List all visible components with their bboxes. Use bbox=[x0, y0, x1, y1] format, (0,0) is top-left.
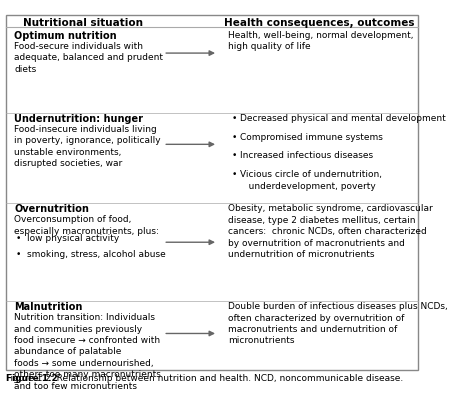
FancyBboxPatch shape bbox=[6, 15, 418, 370]
Text: Nutritional situation: Nutritional situation bbox=[23, 18, 143, 28]
Text: •: • bbox=[16, 250, 21, 259]
Text: Food-secure individuals with
adequate, balanced and prudent
diets: Food-secure individuals with adequate, b… bbox=[14, 42, 163, 73]
Text: •: • bbox=[232, 151, 237, 160]
Text: Figure 1.2: Figure 1.2 bbox=[6, 374, 57, 383]
Text: Undernutrition: hunger: Undernutrition: hunger bbox=[14, 114, 143, 124]
Text: Obesity, metabolic syndrome, cardiovascular
disease, type 2 diabetes mellitus, c: Obesity, metabolic syndrome, cardiovascu… bbox=[228, 204, 433, 259]
Text: Compromised immune systems: Compromised immune systems bbox=[240, 133, 383, 142]
Text: •: • bbox=[232, 114, 237, 123]
Text: Overnutrition: Overnutrition bbox=[14, 204, 89, 214]
Text: Double burden of infectious diseases plus NCDs,
often characterized by overnutri: Double burden of infectious diseases plu… bbox=[228, 302, 448, 346]
Text: Vicious circle of undernutrition,
   underdevelopment, poverty: Vicious circle of undernutrition, underd… bbox=[240, 170, 382, 191]
Text: Optimum nutrition: Optimum nutrition bbox=[14, 31, 117, 41]
Text: Health, well-being, normal development,
high quality of life: Health, well-being, normal development, … bbox=[228, 31, 414, 51]
Text: Health consequences, outcomes: Health consequences, outcomes bbox=[224, 18, 414, 28]
Text: Figure 1.2  Relationship between nutrition and health. NCD, noncommunicable dise: Figure 1.2 Relationship between nutritio… bbox=[6, 374, 403, 383]
Text: Nutrition transition: Individuals
and communities previously
food insecure → con: Nutrition transition: Individuals and co… bbox=[14, 313, 161, 391]
Text: Decreased physical and mental development: Decreased physical and mental developmen… bbox=[240, 114, 446, 123]
Text: Food-insecure individuals living
in poverty, ignorance, politically
unstable env: Food-insecure individuals living in pove… bbox=[14, 125, 161, 168]
Text: smoking, stress, alcohol abuse: smoking, stress, alcohol abuse bbox=[27, 250, 165, 259]
Text: •: • bbox=[16, 235, 21, 244]
Text: Increased infectious diseases: Increased infectious diseases bbox=[240, 151, 374, 160]
Text: Overconsumption of food,
especially macronutrients, plus:: Overconsumption of food, especially macr… bbox=[14, 215, 159, 236]
Text: Malnutrition: Malnutrition bbox=[14, 302, 82, 312]
Text: •: • bbox=[232, 133, 237, 142]
Text: •: • bbox=[232, 170, 237, 179]
Text: low physical activity: low physical activity bbox=[27, 235, 119, 244]
